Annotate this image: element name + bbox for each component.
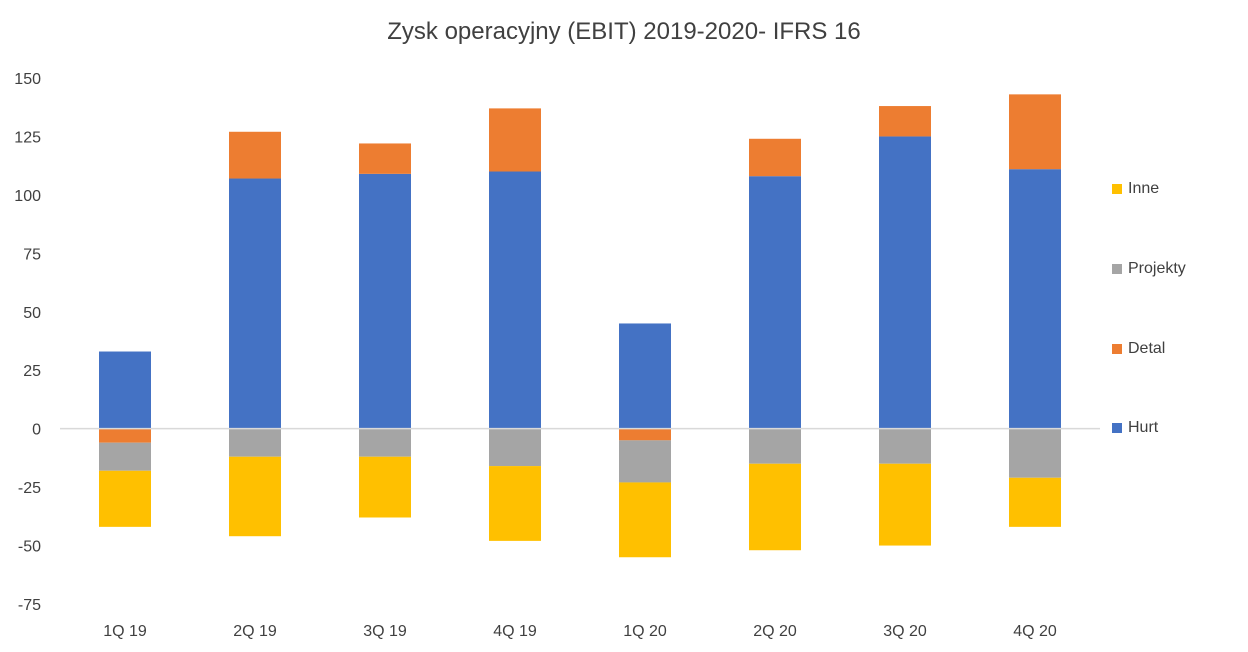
bar-hurt-1q20 [619, 323, 671, 429]
legend-swatch-projekty [1112, 264, 1122, 274]
x-tick-label: 2Q 19 [233, 623, 277, 640]
bar-detal-2q20 [749, 138, 801, 177]
chart-title: Zysk operacyjny (EBIT) 2019-2020- IFRS 1… [387, 18, 861, 45]
bar-detal-4q20 [1009, 94, 1061, 170]
y-tick-label: 100 [14, 188, 41, 205]
y-tick-label: 150 [14, 71, 41, 88]
bar-detal-1q19 [99, 428, 151, 443]
bar-projekty-4q20 [1009, 428, 1061, 478]
x-tick-label: 1Q 20 [623, 623, 667, 640]
legend-label-detal: Detal [1128, 340, 1166, 357]
bar-projekty-2q19 [229, 428, 281, 457]
bar-inne-4q19 [489, 466, 541, 541]
bar-detal-2q19 [229, 131, 281, 179]
bar-inne-3q20 [879, 463, 931, 546]
bar-detal-3q19 [359, 143, 411, 174]
bar-hurt-3q20 [879, 136, 931, 429]
legend-label-inne: Inne [1128, 180, 1160, 197]
bar-inne-2q19 [229, 456, 281, 537]
bar-projekty-1q19 [99, 442, 151, 471]
y-tick-label: 25 [23, 363, 41, 380]
y-tick-label: 125 [14, 129, 41, 146]
legend-item-inne: Inne [1112, 180, 1159, 200]
legend-label-hurt: Hurt [1128, 419, 1159, 436]
bar-detal-4q19 [489, 108, 541, 172]
bar-projekty-4q19 [489, 428, 541, 467]
bar-hurt-4q20 [1009, 169, 1061, 429]
legend-swatch-hurt [1112, 423, 1122, 433]
x-tick-label: 2Q 20 [753, 623, 797, 640]
y-tick-label: 75 [23, 246, 41, 263]
bar-inne-3q19 [359, 456, 411, 518]
bar-hurt-2q19 [229, 178, 281, 429]
bar-hurt-4q19 [489, 171, 541, 429]
bar-inne-1q19 [99, 470, 151, 527]
x-tick-label: 4Q 20 [1013, 623, 1057, 640]
bar-hurt-2q20 [749, 176, 801, 429]
bar-inne-1q20 [619, 482, 671, 558]
bar-projekty-2q20 [749, 428, 801, 464]
x-tick-label: 1Q 19 [103, 623, 147, 640]
bar-detal-1q20 [619, 428, 671, 441]
bar-inne-4q20 [1009, 477, 1061, 527]
x-tick-label: 3Q 19 [363, 623, 407, 640]
legend-item-detal: Detal [1112, 340, 1165, 360]
legend-swatch-detal [1112, 344, 1122, 354]
bar-detal-3q20 [879, 106, 931, 137]
legend-label-projekty: Projekty [1128, 260, 1186, 277]
y-tick-label: -25 [18, 480, 41, 497]
bar-projekty-1q20 [619, 440, 671, 483]
bar-projekty-3q20 [879, 428, 931, 464]
x-tick-label: 4Q 19 [493, 623, 537, 640]
legend-swatch-inne [1112, 184, 1122, 194]
legend-item-projekty: Projekty [1112, 260, 1186, 280]
y-tick-label: -50 [18, 539, 41, 556]
legend-item-hurt: Hurt [1112, 419, 1158, 439]
bar-hurt-1q19 [99, 351, 151, 429]
y-tick-label: 0 [32, 422, 41, 439]
x-tick-label: 3Q 20 [883, 623, 927, 640]
bar-inne-2q20 [749, 463, 801, 551]
bar-projekty-3q19 [359, 428, 411, 457]
y-tick-label: -75 [18, 597, 41, 614]
y-tick-label: 50 [23, 305, 41, 322]
bar-hurt-3q19 [359, 173, 411, 429]
